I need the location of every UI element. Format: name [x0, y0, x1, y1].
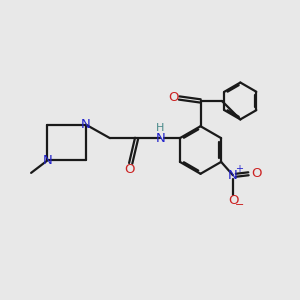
Text: O: O [169, 92, 179, 104]
Text: O: O [251, 167, 262, 180]
Text: N: N [155, 132, 165, 145]
Text: −: − [235, 200, 244, 210]
Text: N: N [81, 118, 91, 131]
Text: H: H [156, 123, 165, 133]
Text: O: O [124, 163, 134, 176]
Text: N: N [43, 154, 52, 167]
Text: O: O [228, 194, 238, 207]
Text: +: + [235, 164, 243, 174]
Text: N: N [228, 169, 238, 182]
